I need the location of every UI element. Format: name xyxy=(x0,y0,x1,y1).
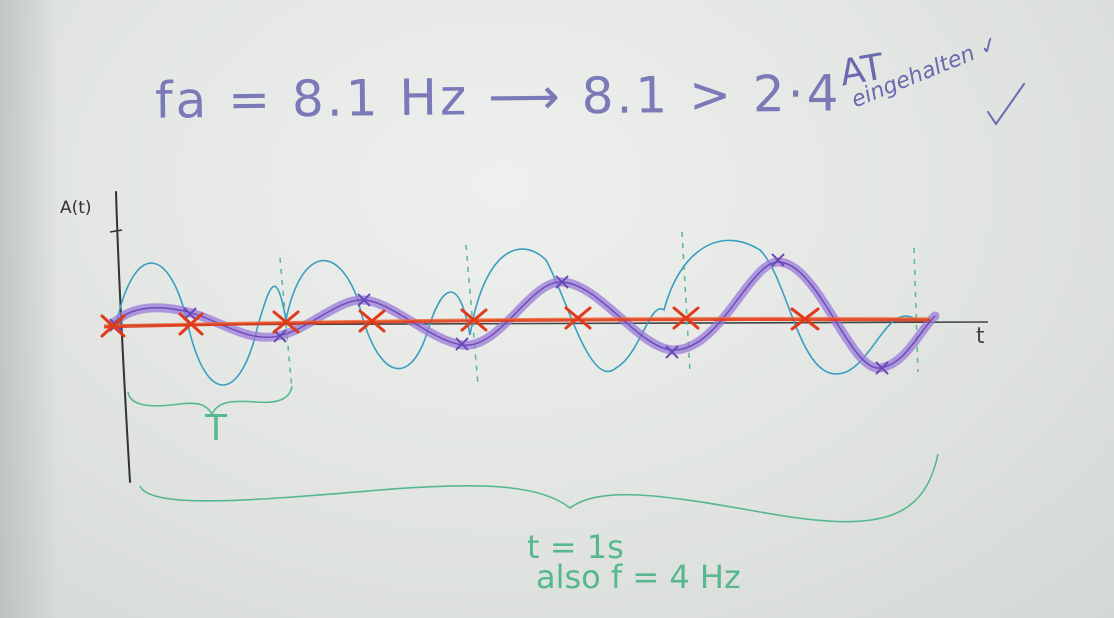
period-divider-2 xyxy=(465,244,479,386)
aliased-line xyxy=(103,317,931,329)
sampled-signal-outline xyxy=(111,261,936,369)
sample-point xyxy=(358,309,386,333)
signal-sample-marker xyxy=(771,253,785,267)
y-axis-label: A(t) xyxy=(60,198,92,218)
whiteboard-edge-shadow xyxy=(0,0,60,618)
sampling-formula: fa = 8.1 Hz ⟶ 8.1 > 2·4 xyxy=(154,64,842,130)
period-brace xyxy=(127,385,293,416)
period-label: T xyxy=(205,408,227,449)
sample-point xyxy=(460,308,488,332)
signal-sample-marker xyxy=(357,293,371,307)
sample-point xyxy=(178,312,204,336)
frequency-label: also f = 4 Hz xyxy=(536,558,741,596)
duration-brace xyxy=(139,453,939,523)
period-divider-3 xyxy=(681,231,691,373)
sample-point xyxy=(100,314,126,338)
signal-sample-marker xyxy=(665,345,679,359)
sample-points xyxy=(100,306,820,338)
x-axis-label: t xyxy=(976,324,985,349)
sample-point xyxy=(672,306,700,330)
signal-sample-marker xyxy=(555,275,569,289)
sample-point xyxy=(564,306,592,330)
sample-point xyxy=(790,307,820,331)
aliased-line-2 xyxy=(103,316,931,326)
check-mark xyxy=(987,83,1025,126)
period-dividers xyxy=(279,231,919,391)
signal-sample-marker xyxy=(455,337,469,351)
signal-sample-marker xyxy=(875,361,889,375)
y-axis-tick xyxy=(109,229,123,233)
period-divider-4 xyxy=(913,247,919,373)
signal-sample-markers xyxy=(109,253,889,375)
original-signal xyxy=(115,239,917,386)
duration-label: t = 1s xyxy=(527,528,624,566)
sample-point xyxy=(272,310,300,334)
